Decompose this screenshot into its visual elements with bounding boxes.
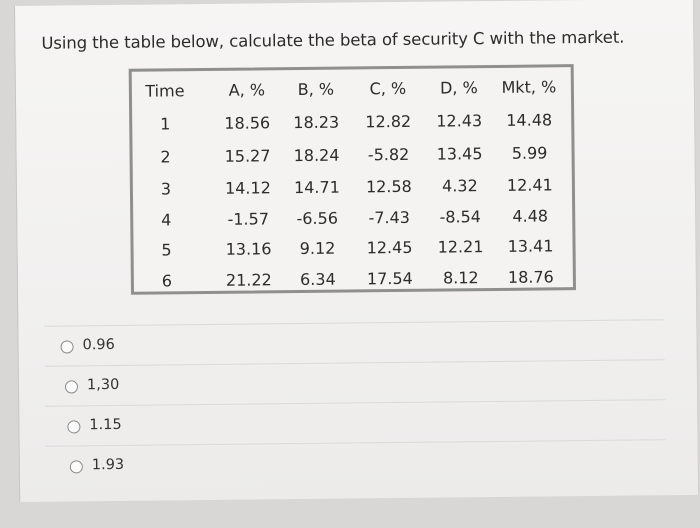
table-cell: 12.41 xyxy=(506,175,553,195)
table-cell: 18.76 xyxy=(507,267,554,287)
table-time-cell: 1 xyxy=(160,114,171,134)
answer-option-label: 0.96 xyxy=(82,336,115,354)
table-header-cell: Mkt, % xyxy=(501,77,557,97)
answer-option[interactable]: 1.15 xyxy=(45,399,666,446)
table-time-cell: 4 xyxy=(161,210,172,230)
table-cell: 4.48 xyxy=(512,206,549,226)
answer-option-label: 1.93 xyxy=(91,456,125,474)
radio-button[interactable] xyxy=(69,460,83,474)
table-header-cell: Time xyxy=(145,81,185,101)
radio-button[interactable] xyxy=(60,340,74,354)
returns-table: Time A, % B, % C, % D, % Mkt, % 1 18.56 18.23 12.… xyxy=(128,64,577,295)
radio-button[interactable] xyxy=(67,420,81,434)
table-time-cell: 5 xyxy=(161,240,172,260)
table-time-cell: 3 xyxy=(160,179,172,199)
radio-button[interactable] xyxy=(64,380,79,394)
table-cell: 14.48 xyxy=(506,110,553,130)
question-card: Using the table below, calculate the bet… xyxy=(14,0,700,502)
table-cell: 13.41 xyxy=(507,236,554,256)
table-time-cell: 2 xyxy=(160,147,171,167)
answer-option-label: 1,30 xyxy=(86,376,120,394)
question-text: Using the table below, calculate the bet… xyxy=(41,27,625,53)
answer-option[interactable]: 1,30 xyxy=(44,359,666,406)
answer-option[interactable]: 1.93 xyxy=(45,439,666,486)
table-cell: 5.99 xyxy=(511,143,548,163)
answer-option-label: 1.15 xyxy=(89,416,122,434)
table-time-cell: 6 xyxy=(161,271,173,291)
answer-option[interactable]: 0.96 xyxy=(44,319,665,366)
